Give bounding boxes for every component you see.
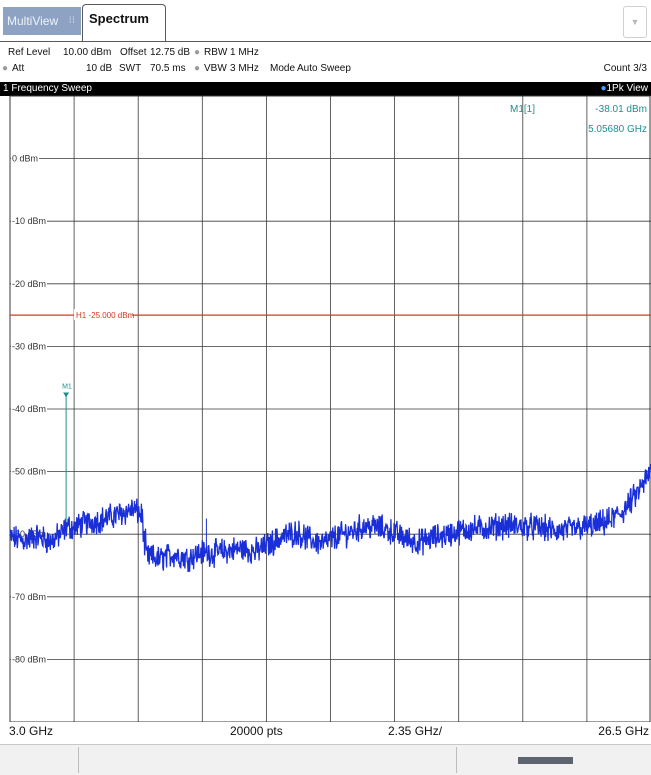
y-tick-label: -70 dBm [12, 592, 46, 602]
vbw-label: VBW [204, 63, 227, 74]
trace-group [9, 464, 651, 573]
rbw-value: 1 MHz [230, 47, 259, 58]
tab-spectrum-label: Spectrum [89, 11, 149, 26]
status-bar [0, 744, 651, 775]
ref-level-label: Ref Level [8, 47, 51, 58]
grid-dots-icon: ⁝⁝ [68, 15, 75, 26]
window-title-bar: 1 Frequency Sweep ●1Pk View [0, 82, 651, 96]
swt-label: SWT [119, 63, 142, 74]
coupled-dot-icon: ● [2, 63, 9, 74]
y-tick-labels: 0 dBm -10 dBm -20 dBm -30 dBm -40 dBm -50 dBm… [11, 152, 48, 665]
stop-frequency: 26.5 GHz [598, 724, 649, 738]
sweep-count: Count 3/3 [603, 63, 647, 74]
span-per-division: 2.35 GHz/ [388, 724, 443, 738]
y-tick-label: -40 dBm [12, 404, 46, 414]
trace-view-indicator: ●1Pk View [600, 82, 648, 96]
tab-divider [0, 41, 651, 42]
status-segment [80, 747, 457, 773]
trace-view-label: 1Pk View [606, 83, 648, 94]
offset-label: Offset [120, 47, 147, 58]
grid [9, 95, 651, 722]
y-tick-label-bg [11, 590, 48, 602]
y-tick-label: -30 dBm [12, 341, 46, 351]
tab-multiview-label: MultiView [7, 14, 59, 28]
swt-value: 70.5 ms [150, 63, 186, 74]
y-tick-label: -50 dBm [12, 467, 46, 477]
marker-readout-name: M1[1] [510, 104, 535, 115]
offset-value: 12.75 dB [150, 47, 191, 58]
marker-label: M1 [62, 384, 72, 391]
y-tick-label-bg [11, 277, 48, 289]
start-frequency: 3.0 GHz [9, 724, 54, 738]
y-tick-label: 0 dBm [12, 154, 38, 164]
att-value: 10 dB [86, 63, 113, 74]
progress-indicator-icon [518, 757, 573, 764]
spectrum-trace [9, 464, 651, 573]
sweep-points: 20000 pts [230, 724, 283, 738]
threshold-label-bg [74, 309, 132, 321]
y-tick-label: -10 dBm [12, 216, 46, 226]
tab-bar: MultiView ⁝⁝ Spectrum ▼ [0, 0, 651, 42]
settings-panel: Ref Level 10.00 dBm Offset 12.75 dB ● RB… [0, 44, 651, 82]
tab-multiview[interactable]: MultiView ⁝⁝ [3, 7, 81, 35]
window-title: 1 Frequency Sweep [3, 83, 92, 94]
marker-readout-frequency: 5.05680 GHz [588, 124, 647, 135]
dropdown-menu-button[interactable]: ▼ [623, 6, 647, 38]
coupled-dot-icon: ● [194, 63, 201, 74]
mode-value: Auto Sweep [297, 63, 351, 74]
threshold-label: H1 -25.000 dBm [76, 311, 135, 320]
y-tick-label-bg [11, 215, 48, 227]
y-tick-label-bg [11, 340, 48, 352]
y-tick-label-bg [11, 152, 40, 164]
y-tick-label: -20 dBm [12, 279, 46, 289]
coupled-dot-icon: ● [194, 47, 201, 58]
frequency-axis-footer: 3.0 GHz 20000 pts 2.35 GHz/ 26.5 GHz [0, 724, 651, 740]
marker-triangle [63, 392, 70, 398]
spectrum-chart: 0 dBm -10 dBm -20 dBm -30 dBm -40 dBm -50 dBm… [9, 95, 651, 722]
marker-group: M1 [62, 384, 72, 522]
status-segment [0, 747, 79, 773]
threshold-line-group: H1 -25.000 dBm [10, 309, 651, 321]
y-tick-label-bg [11, 403, 48, 414]
y-tick-label: -80 dBm [12, 654, 46, 664]
marker-readout-level: -38.01 dBm [595, 104, 647, 115]
att-label: Att [12, 63, 25, 74]
y-tick-label-bg [11, 465, 48, 477]
chevron-down-icon: ▼ [630, 17, 640, 27]
vbw-value: 3 MHz [230, 63, 259, 74]
trace-dot-icon: ● [600, 83, 607, 94]
rbw-label: RBW [204, 47, 228, 58]
ref-level-value: 10.00 dBm [63, 47, 112, 58]
y-tick-label-bg [11, 653, 48, 665]
tab-spectrum[interactable]: Spectrum [82, 4, 166, 42]
mode-label: Mode [270, 63, 296, 74]
